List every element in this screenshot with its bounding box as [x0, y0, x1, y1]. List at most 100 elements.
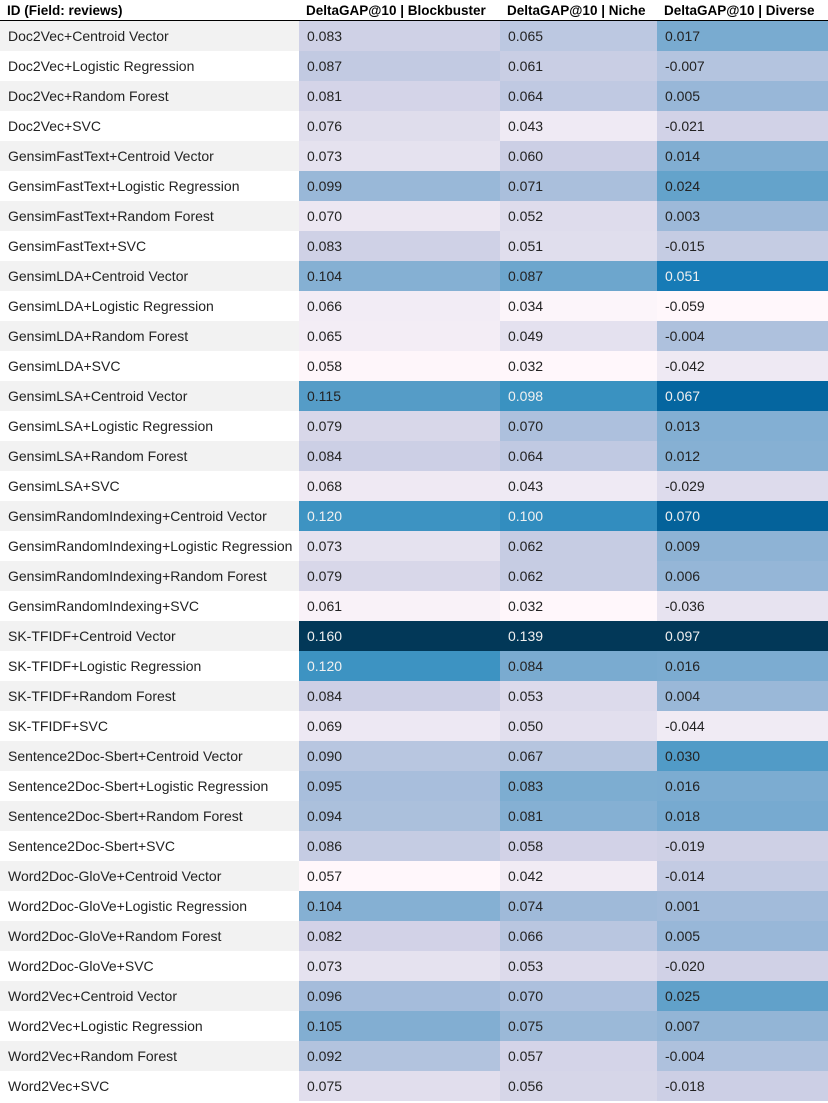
- blockbuster-cell: 0.120: [299, 650, 500, 681]
- diverse-cell: 0.014: [657, 140, 828, 171]
- table-row: Doc2Vec+Logistic Regression 0.087 0.061 -0.…: [0, 50, 828, 81]
- id-cell: GensimRandomIndexing+Centroid Vector: [0, 500, 299, 531]
- table-row: GensimRandomIndexing+Centroid Vector 0.12…: [0, 500, 828, 531]
- table-row: Doc2Vec+Random Forest 0.081 0.064 0.005: [0, 80, 828, 111]
- blockbuster-cell: 0.083: [299, 230, 500, 261]
- diverse-cell: -0.044: [657, 710, 828, 741]
- niche-cell: 0.075: [500, 1010, 657, 1041]
- table-row: Sentence2Doc-Sbert+SVC 0.086 0.058 -0.019: [0, 830, 828, 861]
- niche-cell: 0.049: [500, 320, 657, 351]
- id-cell: Doc2Vec+Centroid Vector: [0, 20, 299, 51]
- id-cell: GensimRandomIndexing+SVC: [0, 590, 299, 621]
- niche-cell: 0.070: [500, 410, 657, 441]
- niche-cell: 0.060: [500, 140, 657, 171]
- niche-cell: 0.098: [500, 380, 657, 411]
- blockbuster-cell: 0.058: [299, 350, 500, 381]
- blockbuster-cell: 0.069: [299, 710, 500, 741]
- table-row: GensimLDA+Logistic Regression 0.066 0.034-…: [0, 290, 828, 321]
- blockbuster-cell: 0.083: [299, 20, 500, 51]
- table-row: GensimLDA+SVC 0.058 0.032 -0.042: [0, 350, 828, 381]
- id-cell: Sentence2Doc-Sbert+Logistic Regression: [0, 770, 299, 801]
- niche-cell: 0.053: [500, 950, 657, 981]
- diverse-cell: -0.042: [657, 350, 828, 381]
- id-cell: GensimRandomIndexing+Logistic Regression: [0, 530, 299, 561]
- blockbuster-cell: 0.092: [299, 1040, 500, 1071]
- niche-cell: 0.043: [500, 110, 657, 141]
- blockbuster-cell: 0.076: [299, 110, 500, 141]
- id-cell: GensimFastText+SVC: [0, 230, 299, 261]
- niche-cell: 0.061: [500, 50, 657, 81]
- table-row: Word2Vec+Random Forest 0.092 0.057 -0.004: [0, 1040, 828, 1071]
- diverse-cell: 0.005: [657, 920, 828, 951]
- blockbuster-cell: 0.079: [299, 560, 500, 591]
- table-row: Word2Doc-GloVe+Centroid Vector 0.057 0.042…: [0, 860, 828, 891]
- id-cell: SK-TFIDF+Centroid Vector: [0, 620, 299, 651]
- id-cell: SK-TFIDF+SVC: [0, 710, 299, 741]
- table-row: Sentence2Doc-Sbert+Random Forest 0.094 0.0…: [0, 800, 828, 831]
- niche-cell: 0.066: [500, 920, 657, 951]
- id-cell: GensimFastText+Centroid Vector: [0, 140, 299, 171]
- id-cell: Doc2Vec+SVC: [0, 110, 299, 141]
- niche-cell: 0.050: [500, 710, 657, 741]
- niche-cell: 0.064: [500, 80, 657, 111]
- blockbuster-cell: 0.086: [299, 830, 500, 861]
- table-row: GensimLSA+Centroid Vector 0.115 0.098 0.067: [0, 380, 828, 411]
- blockbuster-cell: 0.075: [299, 1070, 500, 1101]
- blockbuster-cell: 0.105: [299, 1010, 500, 1041]
- blockbuster-cell: 0.082: [299, 920, 500, 951]
- blockbuster-cell: 0.099: [299, 170, 500, 201]
- niche-cell: 0.139: [500, 620, 657, 651]
- table-row: GensimRandomIndexing+Random Forest 0.079 0…: [0, 560, 828, 591]
- table-row: Word2Doc-GloVe+Random Forest 0.082 0.066 0.…: [0, 920, 828, 951]
- diverse-cell: 0.004: [657, 680, 828, 711]
- diverse-cell: -0.014: [657, 860, 828, 891]
- diverse-cell: 0.070: [657, 500, 828, 531]
- diverse-cell: -0.059: [657, 290, 828, 321]
- table-row: SK-TFIDF+Random Forest 0.084 0.053 0.004: [0, 680, 828, 711]
- diverse-cell: -0.018: [657, 1070, 828, 1101]
- id-cell: Word2Vec+Random Forest: [0, 1040, 299, 1071]
- blockbuster-cell: 0.084: [299, 440, 500, 471]
- niche-cell: 0.065: [500, 20, 657, 51]
- header-blockbuster: DeltaGAP@10 | Blockbuster: [299, 0, 500, 21]
- id-cell: Doc2Vec+Random Forest: [0, 80, 299, 111]
- diverse-cell: -0.021: [657, 110, 828, 141]
- blockbuster-cell: 0.066: [299, 290, 500, 321]
- blockbuster-cell: 0.120: [299, 500, 500, 531]
- blockbuster-cell: 0.115: [299, 380, 500, 411]
- table-row: GensimLDA+Random Forest 0.065 0.049 -0.004: [0, 320, 828, 351]
- id-cell: GensimFastText+Logistic Regression: [0, 170, 299, 201]
- diverse-cell: 0.009: [657, 530, 828, 561]
- blockbuster-cell: 0.084: [299, 680, 500, 711]
- id-cell: Word2Vec+Logistic Regression: [0, 1010, 299, 1041]
- niche-cell: 0.100: [500, 500, 657, 531]
- id-cell: Doc2Vec+Logistic Regression: [0, 50, 299, 81]
- blockbuster-cell: 0.061: [299, 590, 500, 621]
- blockbuster-cell: 0.073: [299, 530, 500, 561]
- id-cell: Word2Vec+SVC: [0, 1070, 299, 1101]
- id-cell: Word2Doc-GloVe+SVC: [0, 950, 299, 981]
- table-row: Sentence2Doc-Sbert+Centroid Vector 0.090 0…: [0, 740, 828, 771]
- niche-cell: 0.042: [500, 860, 657, 891]
- blockbuster-cell: 0.081: [299, 80, 500, 111]
- table-row: Word2Vec+Logistic Regression 0.105 0.075 0.…: [0, 1010, 828, 1041]
- blockbuster-cell: 0.073: [299, 140, 500, 171]
- niche-cell: 0.053: [500, 680, 657, 711]
- id-cell: GensimLSA+Logistic Regression: [0, 410, 299, 441]
- niche-cell: 0.084: [500, 650, 657, 681]
- blockbuster-cell: 0.065: [299, 320, 500, 351]
- table-row: Doc2Vec+Centroid Vector 0.083 0.065 0.017: [0, 20, 828, 51]
- header-id: ID (Field: reviews): [0, 0, 299, 21]
- id-cell: Sentence2Doc-Sbert+Random Forest: [0, 800, 299, 831]
- niche-cell: 0.043: [500, 470, 657, 501]
- niche-cell: 0.070: [500, 980, 657, 1011]
- diverse-cell: -0.007: [657, 50, 828, 81]
- table-row: SK-TFIDF+Logistic Regression 0.120 0.084 0.…: [0, 650, 828, 681]
- diverse-cell: 0.001: [657, 890, 828, 921]
- diverse-cell: 0.013: [657, 410, 828, 441]
- table-row: GensimFastText+Centroid Vector 0.073 0.060…: [0, 140, 828, 171]
- diverse-cell: 0.025: [657, 980, 828, 1011]
- id-cell: SK-TFIDF+Logistic Regression: [0, 650, 299, 681]
- niche-cell: 0.051: [500, 230, 657, 261]
